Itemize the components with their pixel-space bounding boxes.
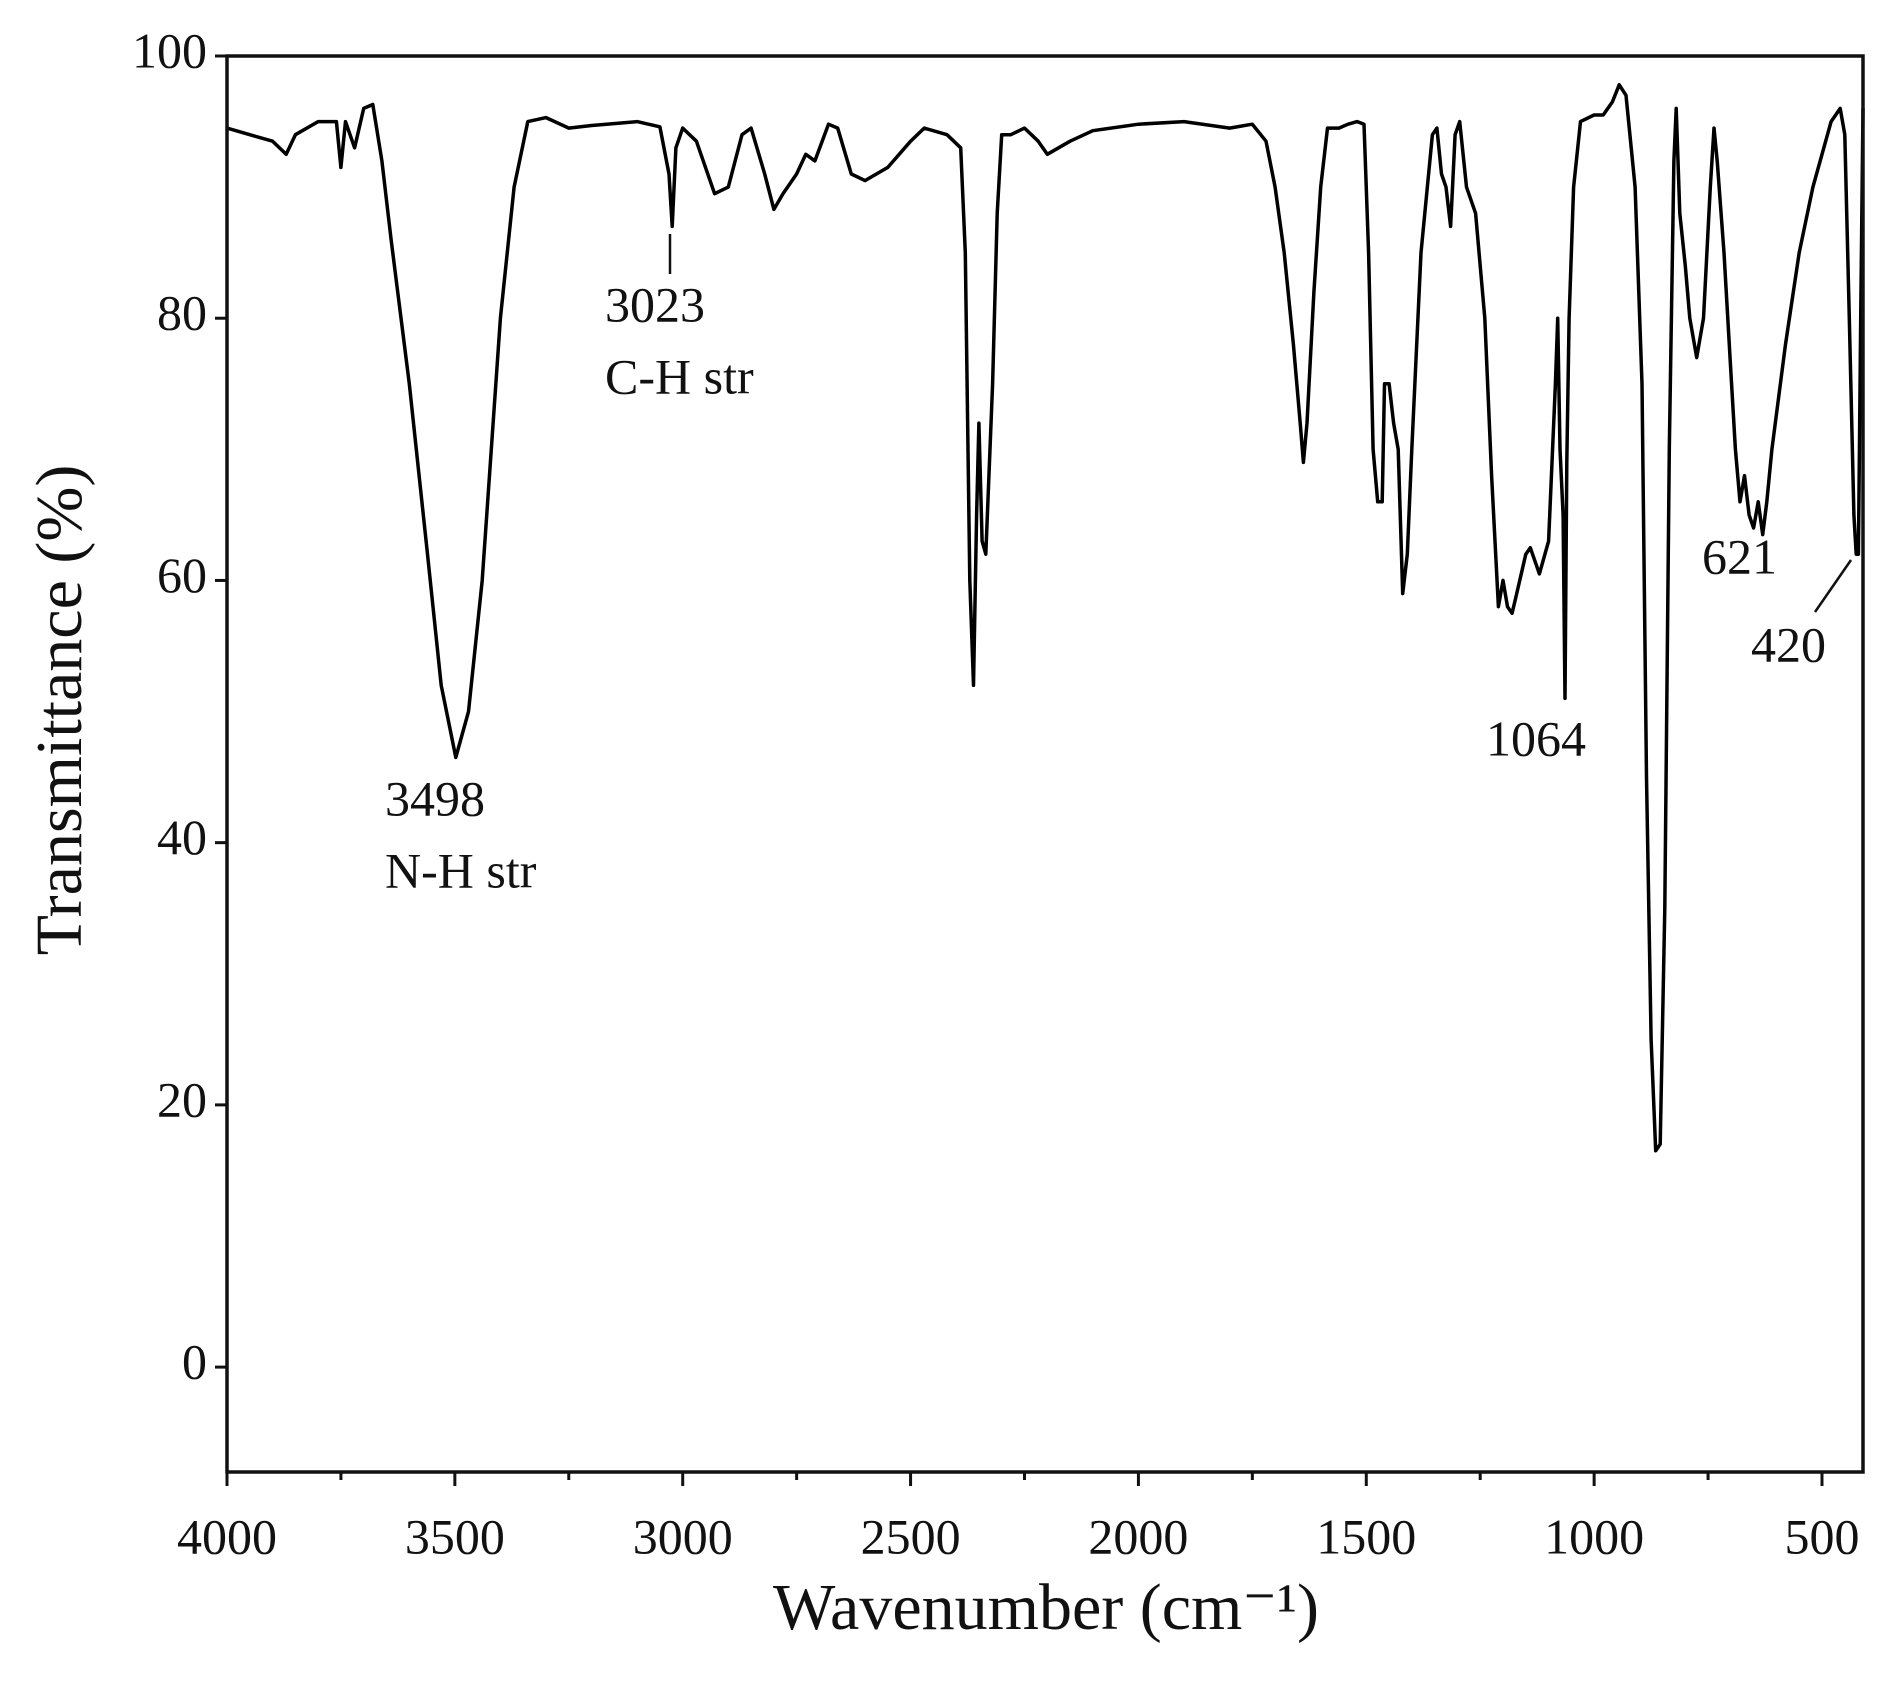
y-tick-label: 40 bbox=[157, 809, 207, 865]
annotation-label: 3498 bbox=[385, 770, 485, 826]
y-tick-label: 60 bbox=[157, 547, 207, 603]
x-axis-title: Wavenumber (cm⁻¹) bbox=[773, 1571, 1319, 1644]
x-tick-label: 3500 bbox=[405, 1508, 505, 1564]
x-tick-label: 1500 bbox=[1316, 1508, 1416, 1564]
x-tick-label: 4000 bbox=[177, 1508, 277, 1564]
x-tick-label: 500 bbox=[1784, 1508, 1859, 1564]
annotation-label: 621 bbox=[1702, 528, 1777, 584]
annotation-label: 1064 bbox=[1486, 710, 1586, 766]
annotation-label: 3023 bbox=[605, 276, 705, 332]
y-tick-label: 100 bbox=[132, 22, 207, 78]
y-tick-label: 20 bbox=[157, 1071, 207, 1127]
annotation-note: C-H str bbox=[605, 348, 754, 404]
y-axis-title: Transmittance (%) bbox=[23, 465, 96, 956]
x-tick-label: 2500 bbox=[861, 1508, 961, 1564]
x-tick-label: 2000 bbox=[1088, 1508, 1188, 1564]
x-tick-label: 3000 bbox=[633, 1508, 733, 1564]
annotation-note: N-H str bbox=[385, 842, 537, 898]
y-tick-label: 80 bbox=[157, 285, 207, 341]
plot-frame bbox=[225, 54, 1865, 1474]
spectrum-line bbox=[226, 83, 1865, 1153]
leader-line bbox=[1813, 559, 1853, 613]
annotation-label: 420 bbox=[1751, 616, 1826, 672]
y-tick-label: 0 bbox=[182, 1334, 207, 1390]
x-tick-label: 1000 bbox=[1544, 1508, 1644, 1564]
